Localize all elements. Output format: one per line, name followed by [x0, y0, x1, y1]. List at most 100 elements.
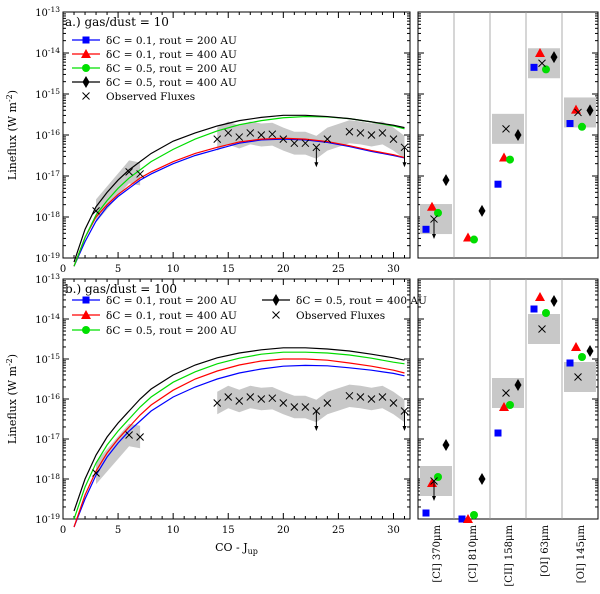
atomic-observed-point [538, 325, 546, 333]
atomic-observed-band [528, 314, 560, 344]
x-tick-label: 15 [222, 525, 235, 536]
x-tick-label: 25 [332, 264, 345, 275]
atomic-model-marker [578, 353, 586, 361]
observed-point [268, 394, 277, 403]
legend-marker [82, 36, 90, 44]
observed-point [323, 135, 332, 143]
panel-1: 10-19 10-18 10-17 10-16 10-15 10-14 10-13 0 5 10 1… [5, 5, 599, 275]
atomic-model-marker [530, 305, 538, 313]
category-label: [CI] 810μm [468, 524, 479, 582]
y-tick-label: 10-17 [35, 432, 60, 446]
atomic-model-marker [463, 514, 473, 523]
atomic-observed-point [502, 124, 510, 133]
legend-marker [272, 311, 280, 319]
observed-point [367, 395, 376, 403]
category-label: [OI] 63μm [540, 524, 551, 576]
model-curve-2 [73, 137, 405, 267]
y-tick-label: 10-15 [35, 352, 60, 366]
observed-point [213, 399, 222, 407]
legend-label: Observed Fluxes [106, 91, 195, 103]
observed-point [389, 135, 398, 143]
observed-point [279, 135, 288, 143]
legend-marker [81, 310, 91, 319]
legend-marker [272, 294, 280, 306]
x-tick-label: 20 [277, 525, 290, 536]
observed-point [224, 129, 233, 137]
observed-point [136, 433, 144, 441]
observed-point [92, 469, 100, 477]
panel-title: b.) gas/dust = 100 [65, 282, 177, 296]
observed-point [92, 206, 100, 215]
atomic-model-marker [458, 515, 466, 523]
observed-point [345, 127, 354, 136]
observed-point [378, 129, 387, 137]
atomic-model-marker [499, 402, 509, 411]
atomic-model-marker [586, 104, 594, 117]
observed-point [367, 131, 376, 139]
atomic-model-marker [535, 48, 545, 57]
atomic-model-marker [442, 439, 450, 451]
observed-point [301, 403, 310, 411]
upper-limit-arrowhead [432, 496, 436, 501]
y-tick-label: 10-19 [35, 512, 60, 526]
atomic-observed-band [420, 466, 452, 496]
y-axis-label: Lineflux (W m-2) [5, 90, 19, 180]
legend-label: δC = 0.1, rout = 400 AU [106, 310, 237, 322]
panel-title: a.) gas/dust = 10 [65, 15, 169, 29]
y-tick-label: 10-14 [35, 46, 60, 60]
upper-limit-arrowhead [314, 162, 319, 168]
y-tick-label: 10-18 [35, 210, 60, 224]
model-curve-1 [73, 364, 405, 528]
legend-marker [82, 326, 90, 334]
observed-point [224, 393, 233, 401]
category-label: [OI] 145μm [576, 524, 587, 583]
model-curve-2 [73, 358, 405, 528]
atomic-model-marker [470, 235, 478, 244]
atomic-model-marker [550, 295, 558, 307]
atomic-model-marker [434, 208, 442, 217]
observed-point [246, 393, 255, 401]
x-tick-label: 15 [222, 264, 235, 275]
observed-point [257, 395, 266, 403]
y-tick-label: 10-13 [35, 272, 60, 286]
observed-point [235, 397, 244, 405]
observed-point [323, 399, 332, 407]
atomic-model-marker [427, 201, 437, 211]
atomic-model-marker [542, 309, 550, 317]
y-tick-label: 10-15 [35, 87, 60, 101]
x-tick-label: 30 [387, 264, 400, 275]
atomic-model-marker [550, 51, 558, 64]
atomic-model-marker [578, 122, 586, 131]
x-tick-label: 10 [167, 264, 180, 275]
model-curve-3 [73, 351, 405, 520]
atomic-model-marker [494, 429, 502, 437]
x-axis-label: CO - Jup [215, 541, 258, 556]
legend-marker [82, 296, 90, 304]
atomic-model-marker [478, 473, 486, 485]
x-tick-label: 0 [60, 525, 66, 536]
y-tick-label: 10-16 [35, 392, 60, 406]
atomic-model-marker [422, 225, 430, 233]
upper-limit-arrowhead [402, 426, 407, 431]
observed-point [389, 399, 398, 407]
model-curve-1 [73, 138, 405, 267]
atomic-model-marker [571, 342, 581, 351]
legend-marker [81, 49, 91, 58]
legend-label: δC = 0.5, rout = 200 AU [106, 63, 237, 75]
atomic-observed-point [502, 389, 510, 397]
x-tick-label: 5 [115, 264, 121, 275]
observed-point [378, 393, 387, 401]
observed-point [268, 130, 277, 139]
observed-point [356, 129, 365, 137]
legend-label: δC = 0.5, rout = 200 AU [106, 325, 237, 337]
y-tick-label: 10-18 [35, 472, 60, 486]
legend-label: δC = 0.5, rout = 400 AU [296, 295, 427, 307]
x-tick-label: 0 [60, 264, 66, 275]
atomic-model-marker [535, 292, 545, 301]
legend-marker [82, 76, 90, 88]
legend-label: Observed Fluxes [296, 310, 385, 322]
observed-point [213, 135, 222, 143]
observed-point [257, 131, 266, 139]
observed-point [279, 399, 288, 407]
